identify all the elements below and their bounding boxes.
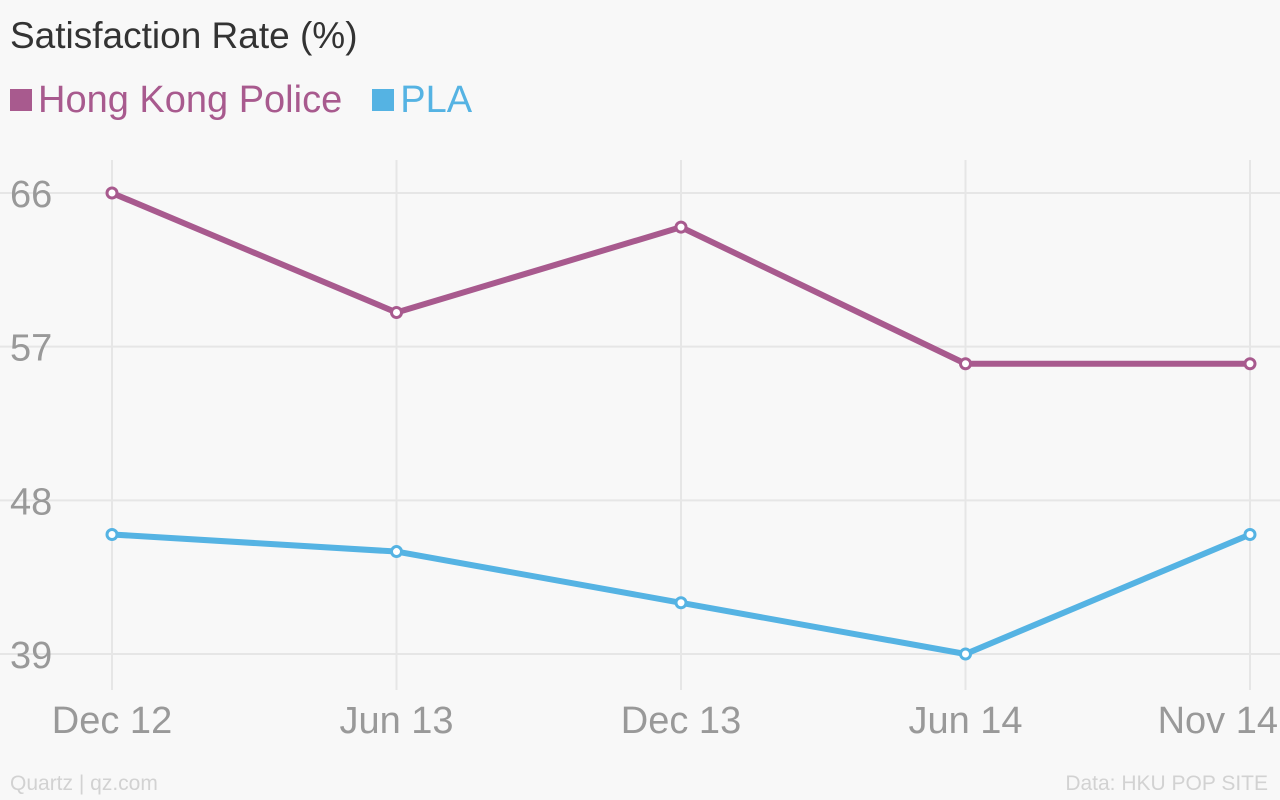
series-points xyxy=(105,186,1257,661)
data-point-0-0 xyxy=(105,186,119,200)
data-point-1-1 xyxy=(390,545,403,559)
data-point-0-3 xyxy=(959,357,972,371)
legend-item-pla: PLA xyxy=(372,79,472,122)
data-point-1-2 xyxy=(674,596,688,610)
legend-label-police: Hong Kong Police xyxy=(38,78,343,121)
x-tick-label-0: Dec 12 xyxy=(52,700,172,742)
legend-label-pla: PLA xyxy=(400,78,473,121)
y-tick-label-2: 48 xyxy=(10,481,52,523)
y-tick-label-3: 39 xyxy=(10,635,52,677)
data-point-1-4 xyxy=(1243,527,1257,541)
legend: Hong Kong Police PLA xyxy=(10,78,502,122)
legend-swatch-police xyxy=(10,89,32,111)
footer-credit: Quartz | qz.com xyxy=(10,772,158,795)
y-tick-label-0: 66 xyxy=(10,174,52,216)
data-point-1-0 xyxy=(105,527,119,541)
x-tick-label-4: Nov 14 xyxy=(1158,700,1278,742)
x-axis-labels: Dec 12 Jun 13 Dec 13 Jun 14 Nov 14 xyxy=(52,700,1278,742)
data-point-0-1 xyxy=(390,306,403,320)
legend-item-police: Hong Kong Police xyxy=(10,79,342,122)
data-point-0-4 xyxy=(1243,357,1257,371)
y-tick-label-1: 57 xyxy=(10,328,52,370)
x-tick-label-2: Dec 13 xyxy=(621,700,741,742)
legend-swatch-pla xyxy=(372,89,395,111)
data-point-1-3 xyxy=(959,647,972,661)
data-point-0-2 xyxy=(674,220,688,234)
x-tick-label-1: Jun 13 xyxy=(339,700,453,742)
grid xyxy=(0,160,1280,690)
chart-title: Satisfaction Rate (%) xyxy=(10,15,358,56)
x-tick-label-3: Jun 14 xyxy=(908,700,1022,742)
footer-source: Data: HKU POP SITE xyxy=(1065,772,1268,795)
y-axis-labels: 66 57 48 39 xyxy=(10,174,52,677)
